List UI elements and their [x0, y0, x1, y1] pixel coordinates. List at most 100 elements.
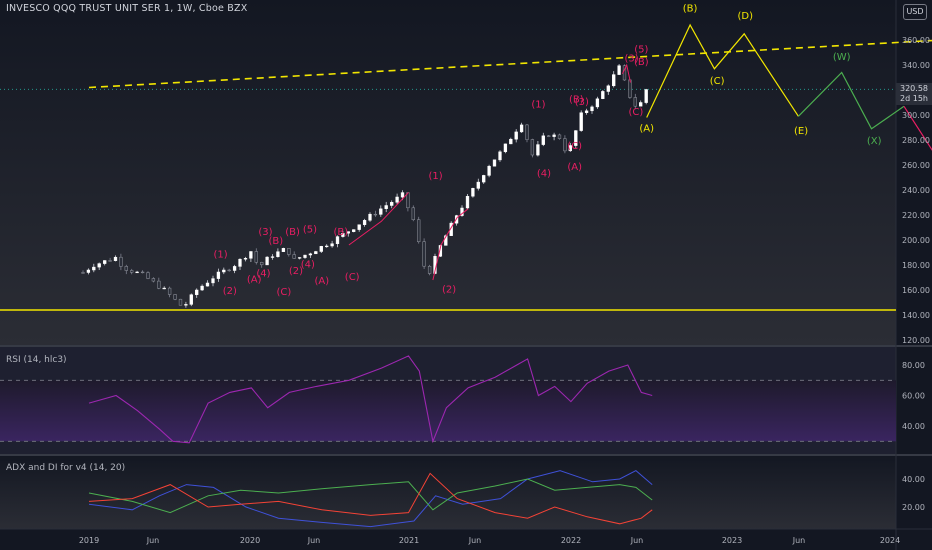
- price-axis-tick-label: 220.00: [902, 211, 930, 220]
- adx-axis-tick-label: 40.00: [902, 475, 925, 484]
- candle: [503, 143, 508, 153]
- candle: [395, 196, 399, 203]
- time-axis-tick-label: Jun: [468, 536, 482, 545]
- candle: [352, 229, 356, 232]
- candle: [189, 294, 193, 305]
- wave-label: (E): [794, 126, 808, 137]
- wave-label: (4): [537, 168, 551, 179]
- candle: [400, 192, 405, 198]
- wave-label: (A): [314, 276, 329, 287]
- adx-axis-tick-label: 20.00: [902, 503, 925, 512]
- candle: [308, 253, 313, 256]
- price-axis-tick-label: 200.00: [902, 236, 930, 245]
- candle: [601, 91, 605, 99]
- candle: [427, 266, 432, 274]
- candle: [346, 231, 350, 234]
- candle: [297, 257, 302, 259]
- candle: [108, 260, 112, 262]
- adx-line-red: [88, 472, 653, 525]
- currency-button[interactable]: USD: [903, 4, 927, 20]
- candle: [530, 139, 535, 156]
- candle: [492, 159, 497, 167]
- wave-label: (A): [247, 275, 262, 286]
- projection-wave-yellow: [646, 23, 799, 118]
- time-axis-tick-label: 2019: [79, 536, 99, 545]
- wave-label: (A): [639, 123, 654, 134]
- wave-label: (C): [629, 107, 644, 118]
- candle: [584, 110, 589, 113]
- time-axis-tick-label: 2020: [240, 536, 260, 545]
- candle: [167, 287, 172, 295]
- candle: [368, 213, 372, 221]
- candle: [590, 106, 594, 112]
- candle: [211, 278, 215, 284]
- candle: [509, 138, 513, 145]
- candle: [205, 282, 210, 287]
- wave-label: (1): [429, 171, 443, 182]
- candle: [379, 208, 383, 215]
- wave-label: (A): [567, 162, 582, 173]
- candle: [525, 124, 529, 140]
- candle: [390, 202, 394, 206]
- candle: [536, 144, 540, 156]
- symbol-title[interactable]: INVESCO QQQ TRUST UNIT SER 1, 1W, Cboe B…: [6, 3, 248, 14]
- adx-legend[interactable]: ADX and DI for v4 (14, 20): [6, 463, 126, 473]
- rsi-axis-tick-label: 80.00: [902, 361, 925, 370]
- adx-line-blue: [88, 470, 653, 528]
- candle: [487, 165, 491, 176]
- candle: [644, 89, 648, 103]
- wave-label: (B): [285, 227, 300, 238]
- candle: [281, 248, 286, 252]
- wave-label: (C): [277, 287, 292, 298]
- candle: [325, 245, 329, 248]
- wave-label: (2): [223, 286, 237, 297]
- price-axis-tick-label: 160.00: [902, 286, 930, 295]
- projection-wave-green: [797, 71, 905, 130]
- candle: [292, 254, 296, 259]
- rsi-axis-tick-label: 40.00: [902, 422, 925, 431]
- wave-label: (4): [301, 260, 315, 271]
- wave-label: (1): [531, 100, 545, 111]
- candle: [482, 175, 486, 183]
- adx-panel: [88, 470, 653, 528]
- candle: [270, 256, 275, 258]
- wave-label: (3): [258, 227, 272, 238]
- price-axis-tick-label: 260.00: [902, 161, 930, 170]
- candle: [276, 251, 280, 257]
- wave-label: (1): [214, 250, 228, 261]
- candle: [422, 241, 426, 267]
- wave-label: (X): [867, 136, 882, 147]
- candle: [86, 269, 91, 273]
- candle: [547, 135, 551, 137]
- candle: [184, 304, 188, 306]
- candle: [227, 269, 231, 272]
- candle: [417, 219, 421, 242]
- candle: [357, 224, 361, 230]
- trendline-dashed: [88, 39, 932, 89]
- wave-label: (2): [289, 266, 303, 277]
- price-axis-tick-label: 180.00: [902, 261, 930, 270]
- candle: [265, 256, 269, 266]
- candle: [151, 278, 156, 282]
- candle: [135, 271, 139, 274]
- wave-label: (3): [575, 97, 589, 108]
- candle: [92, 266, 96, 271]
- price-axis-tick-label: 280.00: [902, 136, 930, 145]
- time-axis-tick-label: 2023: [722, 536, 742, 545]
- candle: [157, 280, 161, 289]
- candle: [563, 138, 567, 152]
- candle: [628, 79, 632, 98]
- wave-label: (C): [567, 141, 582, 152]
- candle: [606, 85, 610, 92]
- wave-label: (B): [569, 95, 584, 106]
- candle: [97, 263, 101, 268]
- candle: [200, 285, 204, 291]
- candle: [519, 124, 524, 133]
- wave-label: (B): [683, 3, 698, 14]
- candle: [617, 65, 621, 75]
- price-axis-tick-label: 140.00: [902, 311, 930, 320]
- candle: [335, 236, 340, 244]
- rsi-legend[interactable]: RSI (14, hlc3): [6, 355, 67, 365]
- wave-line-historical: [348, 192, 409, 246]
